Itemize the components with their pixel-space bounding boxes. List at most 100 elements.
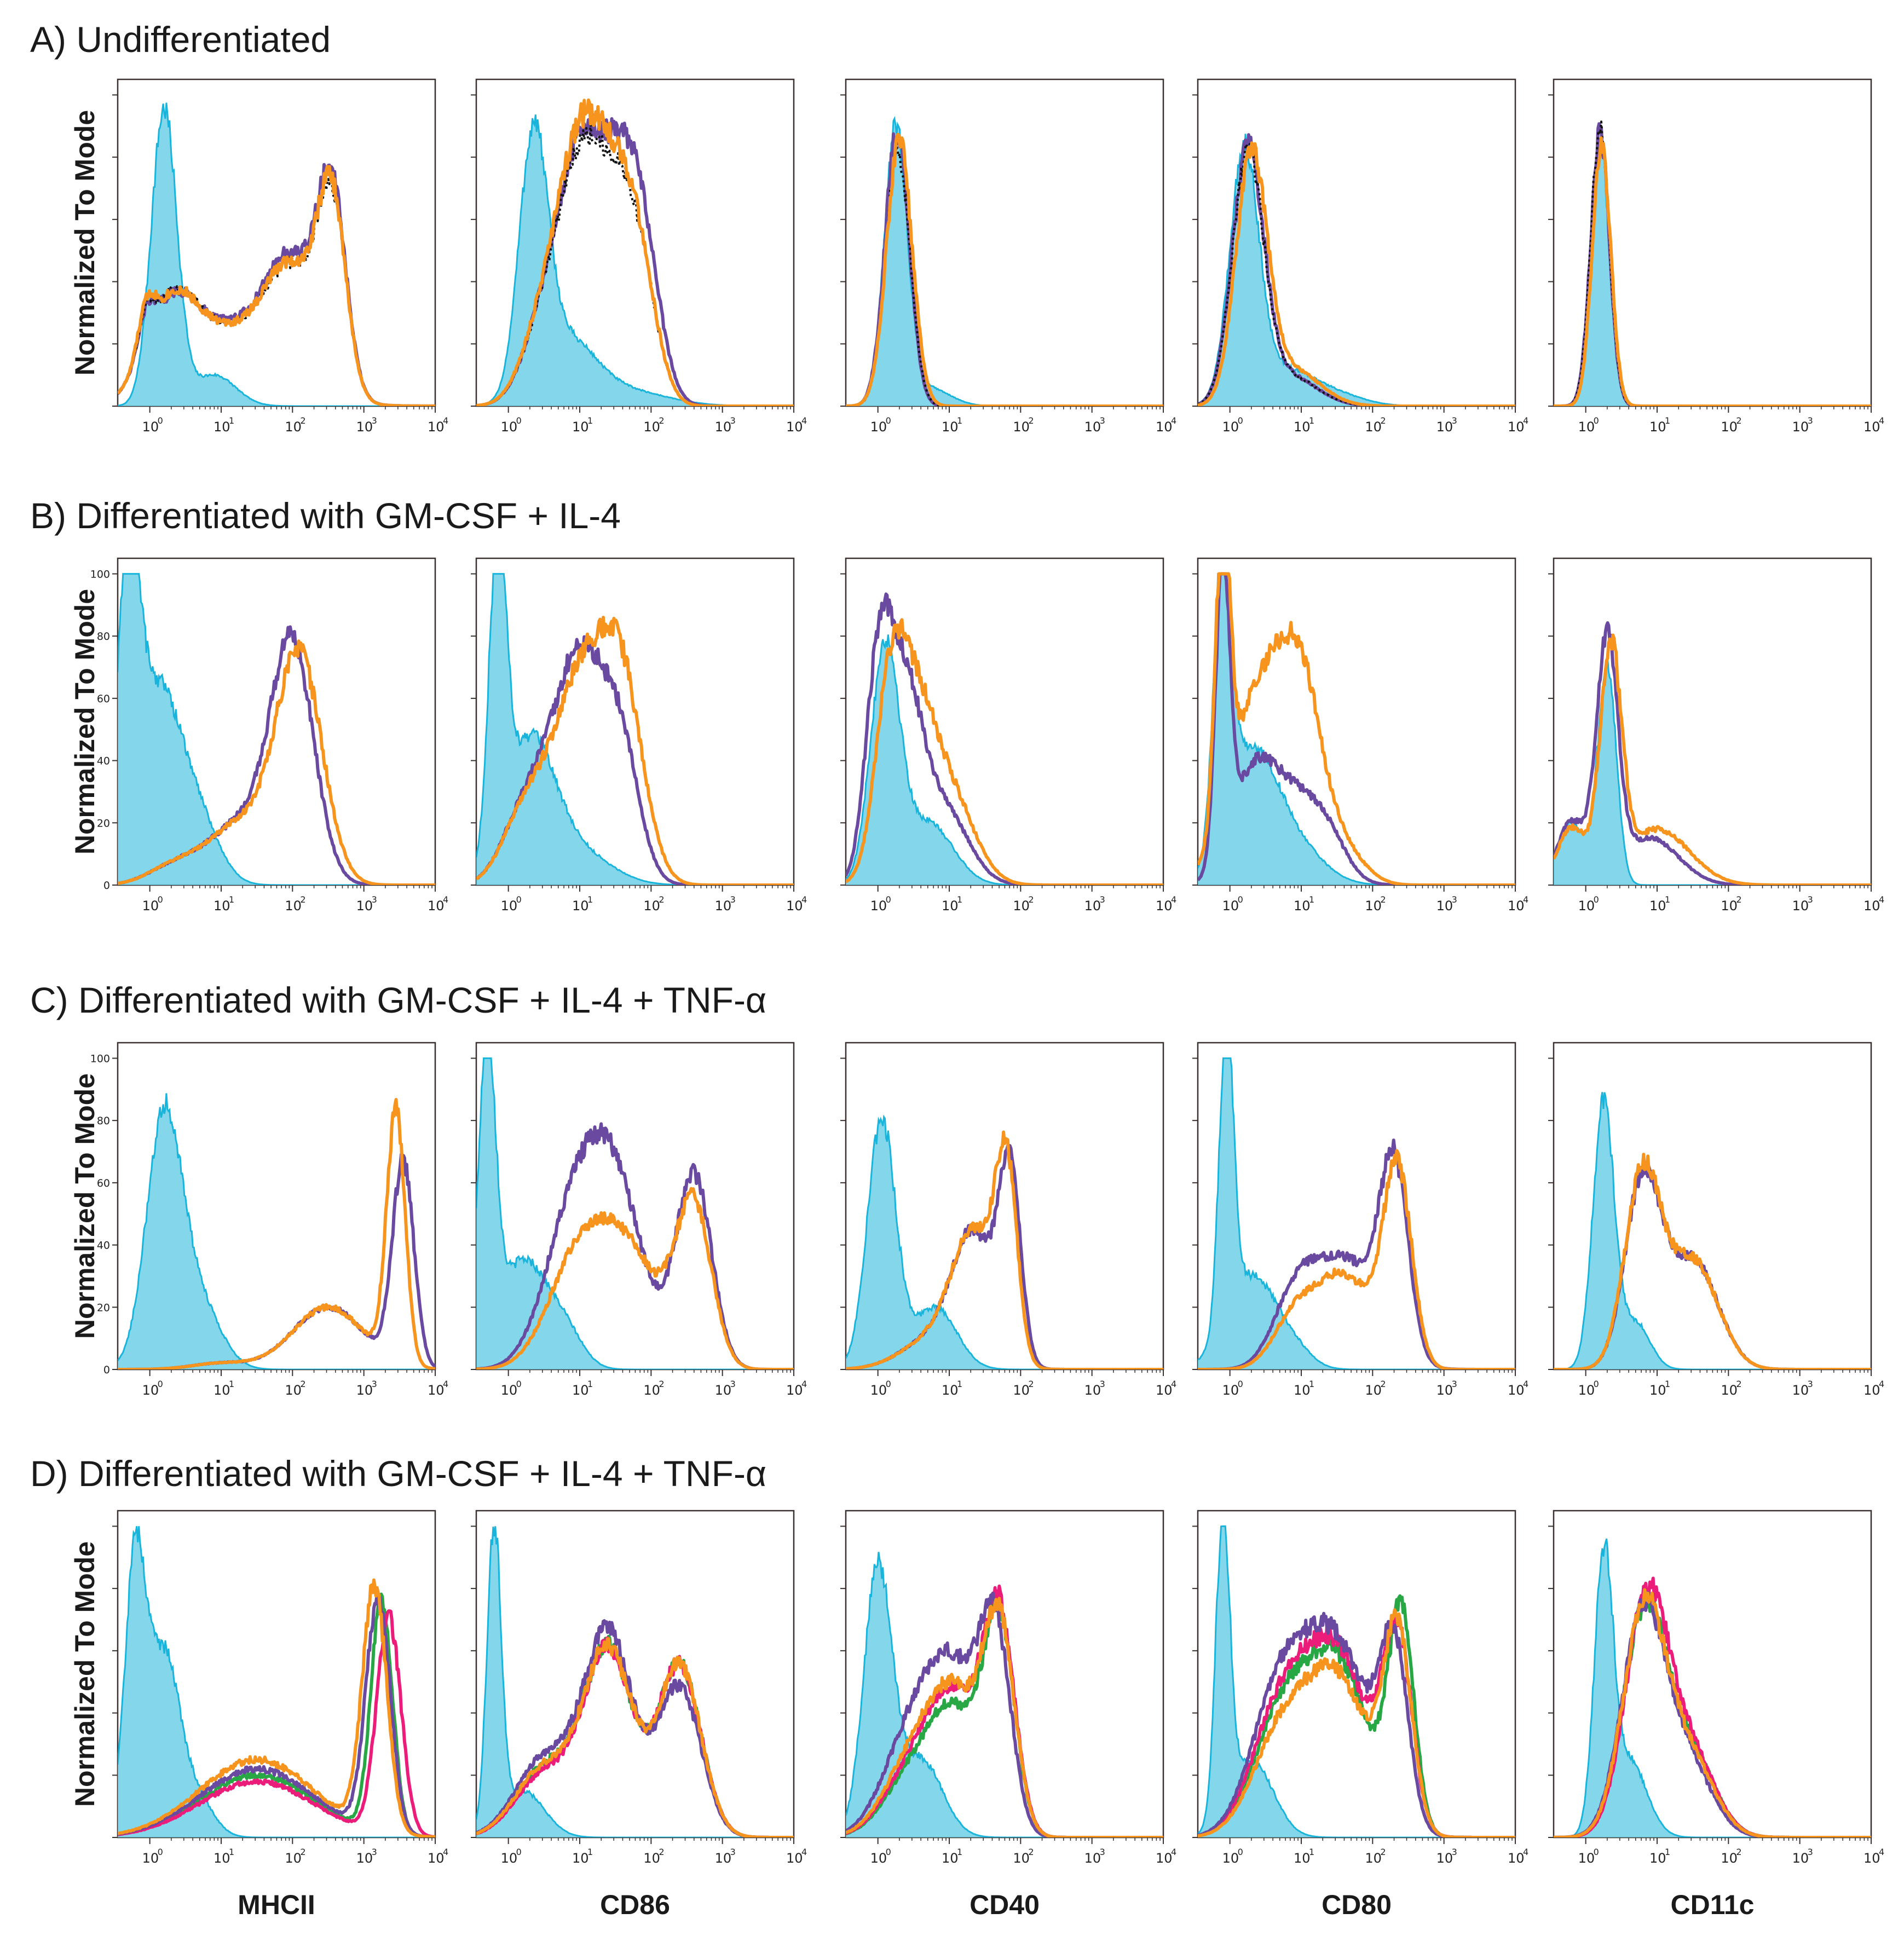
isotype-fill xyxy=(1198,1058,1515,1369)
x-tick-label: 10 xyxy=(1578,1383,1595,1398)
histogram-panel-b-cd80: 100 101 102 103 104 xyxy=(1192,557,1528,914)
x-tick-exponent: 1 xyxy=(1665,1379,1670,1389)
series-isotype xyxy=(118,102,435,406)
x-tick-exponent: 0 xyxy=(1594,894,1599,905)
isotype-fill xyxy=(118,102,435,406)
x-tick-label: 10 xyxy=(1222,419,1239,435)
x-tick-label: 10 xyxy=(142,1383,159,1398)
series-purple xyxy=(1198,572,1515,885)
x-tick-label: 10 xyxy=(356,1851,373,1866)
x-tick-exponent: 4 xyxy=(443,894,448,905)
x-tick-label: 10 xyxy=(715,898,732,914)
series-orange xyxy=(846,132,1163,406)
histogram-panel-a-cd86: 100 101 102 103 104 xyxy=(471,78,807,435)
x-tick-label: 10 xyxy=(1294,1851,1311,1866)
x-tick-label: 10 xyxy=(501,419,518,435)
x-tick-exponent: 3 xyxy=(372,894,377,905)
x-tick-exponent: 2 xyxy=(1380,1379,1386,1389)
series-green xyxy=(118,1592,435,1837)
series-isotype xyxy=(1198,1057,1515,1369)
y-tick-label: 40 xyxy=(97,755,110,767)
x-tick-label: 10 xyxy=(1508,419,1525,435)
x-tick-exponent: 0 xyxy=(516,894,522,905)
x-tick-label: 10 xyxy=(1721,419,1738,435)
x-tick-exponent: 1 xyxy=(1309,1847,1314,1857)
x-tick-exponent: 0 xyxy=(158,1379,163,1389)
x-tick-exponent: 3 xyxy=(372,415,377,426)
x-tick-exponent: 0 xyxy=(158,894,163,905)
x-tick-exponent: 3 xyxy=(730,415,736,426)
x-tick-exponent: 1 xyxy=(957,415,962,426)
row-title: A) Undifferentiated xyxy=(30,19,331,60)
x-tick-exponent: 2 xyxy=(659,1379,664,1389)
x-tick-label: 10 xyxy=(1436,898,1453,914)
x-tick-exponent: 3 xyxy=(1452,1379,1457,1389)
x-tick-exponent: 4 xyxy=(1523,1847,1528,1857)
x-tick-label: 10 xyxy=(1863,1383,1880,1398)
x-tick-label: 10 xyxy=(1156,1383,1173,1398)
x-tick-label: 10 xyxy=(786,898,803,914)
series-orange xyxy=(118,639,435,885)
x-tick-exponent: 1 xyxy=(1309,1379,1314,1389)
series-isotype xyxy=(476,573,794,885)
series-isotype xyxy=(118,1526,435,1837)
x-tick-exponent: 2 xyxy=(300,415,305,426)
x-tick-label: 10 xyxy=(1222,1383,1239,1398)
x-tick-label: 10 xyxy=(1792,898,1809,914)
series-purple xyxy=(1554,621,1871,885)
series-isotype xyxy=(1554,1538,1871,1837)
histogram-panel-c-cd11c: 100 101 102 103 104 xyxy=(1548,1042,1884,1398)
x-tick-label: 10 xyxy=(1792,1851,1809,1866)
series-orange xyxy=(118,1097,435,1369)
x-axis-label: CD80 xyxy=(1322,1889,1392,1920)
y-tick-label: 0 xyxy=(103,1364,110,1376)
x-tick-label: 10 xyxy=(1013,898,1030,914)
x-tick-exponent: 3 xyxy=(730,1847,736,1857)
x-tick-exponent: 0 xyxy=(516,1379,522,1389)
x-tick-label: 10 xyxy=(285,1383,302,1398)
x-tick-exponent: 0 xyxy=(1238,415,1243,426)
series-isotype xyxy=(846,1114,1163,1369)
x-tick-label: 10 xyxy=(1156,1851,1173,1866)
x-tick-label: 10 xyxy=(285,898,302,914)
y-tick-label: 40 xyxy=(97,1240,110,1252)
y-tick-label: 0 xyxy=(103,880,110,892)
isotype-fill xyxy=(476,114,794,406)
x-tick-label: 10 xyxy=(1578,898,1595,914)
x-tick-label: 10 xyxy=(643,1383,660,1398)
y-tick-label: 20 xyxy=(97,1302,110,1314)
x-tick-exponent: 3 xyxy=(1100,1379,1105,1389)
x-tick-exponent: 2 xyxy=(1028,1379,1034,1389)
x-tick-exponent: 2 xyxy=(300,1847,305,1857)
x-axis-label: CD40 xyxy=(970,1889,1040,1920)
x-tick-exponent: 1 xyxy=(229,894,234,905)
x-tick-exponent: 1 xyxy=(229,1847,234,1857)
x-tick-exponent: 4 xyxy=(443,1847,448,1857)
series-orange xyxy=(1554,633,1871,885)
x-tick-label: 10 xyxy=(1649,1383,1666,1398)
x-tick-label: 10 xyxy=(356,898,373,914)
x-tick-label: 10 xyxy=(786,1851,803,1866)
x-tick-label: 10 xyxy=(1084,898,1101,914)
histogram-panel-a-cd40: 100 101 102 103 104 xyxy=(840,78,1176,435)
x-tick-label: 10 xyxy=(942,898,959,914)
isotype-fill xyxy=(846,634,1163,885)
x-tick-exponent: 1 xyxy=(229,1379,234,1389)
x-tick-label: 10 xyxy=(870,1851,887,1866)
x-tick-label: 10 xyxy=(1156,898,1173,914)
x-tick-label: 10 xyxy=(715,419,732,435)
x-tick-exponent: 3 xyxy=(1452,894,1457,905)
series-pink xyxy=(118,1609,435,1837)
x-tick-label: 10 xyxy=(285,419,302,435)
x-tick-exponent: 3 xyxy=(1100,894,1105,905)
x-tick-label: 10 xyxy=(942,419,959,435)
y-tick-label: 60 xyxy=(97,693,110,705)
x-tick-exponent: 3 xyxy=(1808,1847,1813,1857)
x-tick-exponent: 0 xyxy=(158,415,163,426)
x-tick-label: 10 xyxy=(643,1851,660,1866)
series-isotype xyxy=(846,1552,1163,1837)
x-tick-label: 10 xyxy=(1792,419,1809,435)
